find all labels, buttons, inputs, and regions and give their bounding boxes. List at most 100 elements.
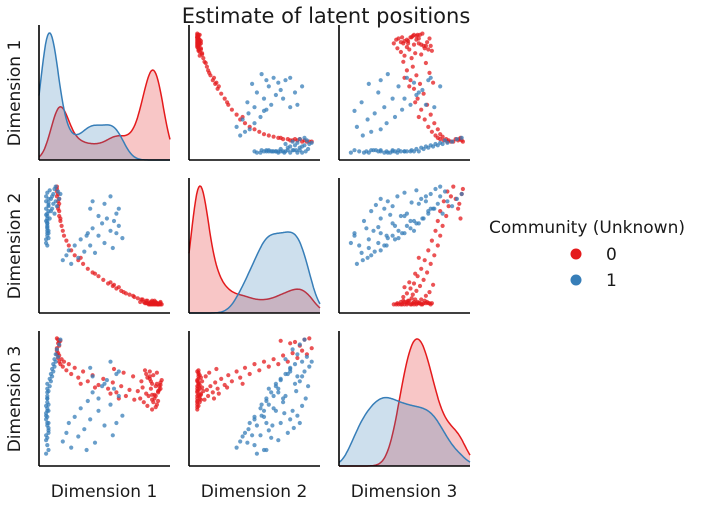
scatter-point-series-1 [365,117,370,122]
scatter-point-series-1 [259,148,264,153]
scatter-point-series-1 [78,406,83,411]
scatter-point-series-1 [373,148,378,153]
scatter-point-series-1 [45,396,50,401]
scatter-point-series-0 [201,389,206,394]
kde-line-series-1 [338,396,471,464]
scatter-point-series-1 [306,384,311,389]
scatter-point-series-1 [120,236,125,241]
scatter-point-series-1 [120,413,125,418]
scatter-point-series-0 [410,64,415,69]
scatter-point-series-1 [295,102,300,107]
scatter-point-series-1 [290,408,295,413]
scatter-point-series-1 [352,233,357,238]
scatter-point-series-0 [196,41,201,46]
scatter-point-series-0 [78,381,83,386]
scatter-point-series-1 [398,149,403,154]
scatter-point-series-1 [295,352,300,357]
scatter-point-series-1 [266,84,271,89]
scatter-point-series-1 [52,211,57,216]
scatter-point-series-0 [416,114,421,120]
scatter-point-series-0 [414,288,419,293]
scatter-point-series-0 [426,47,431,52]
scatter-point-series-0 [154,402,159,407]
scatter-point-series-0 [85,379,90,384]
scatter-point-series-1 [82,249,87,254]
scatter-point-series-1 [46,204,51,209]
scatter-point-series-0 [64,238,69,243]
scatter-point-series-1 [238,439,243,444]
scatter-point-series-0 [261,359,267,364]
scatter-point-series-0 [195,35,200,40]
kde-fill-series-1 [339,397,470,466]
scatter-point-series-1 [432,206,437,211]
kde-line-series-0 [38,69,171,158]
scatter-point-series-1 [50,374,55,379]
scatter-point-series-0 [404,68,409,73]
scatter-point-series-0 [414,301,419,306]
scatter-point-series-1 [426,211,431,216]
scatter-point-series-1 [258,114,263,120]
scatter-point-series-1 [392,114,398,120]
panel-dimension-3-vs-dimension-3 [338,331,471,467]
scatter-point-series-1 [442,189,448,194]
x-axis-label-dimension-3: Dimension 3 [351,482,458,502]
scatter-point-series-0 [428,43,433,49]
scatter-point-series-0 [229,379,234,384]
scatter-point-series-1 [66,248,71,253]
scatter-point-series-0 [307,336,312,341]
scatter-point-series-1 [297,379,302,384]
scatter-point-series-1 [348,240,353,246]
scatter-point-series-0 [195,369,200,374]
scatter-point-series-0 [457,201,462,206]
kde-fill-series-1 [189,232,320,313]
scatter-point-series-1 [47,216,52,221]
scatter-point-series-1 [416,90,421,95]
scatter-point-series-0 [416,41,421,46]
scatter-point-series-1 [45,211,50,216]
scatter-point-series-0 [72,365,77,370]
scatter-point-series-1 [438,140,443,145]
scatter-point-series-0 [428,112,433,117]
scatter-point-series-1 [295,140,300,145]
scatter-point-series-1 [96,213,101,219]
scatter-point-series-1 [72,414,77,419]
scatter-point-series-1 [44,413,49,418]
scatter-point-series-0 [145,375,150,380]
scatter-point-series-0 [408,286,413,291]
scatter-point-series-1 [378,196,383,201]
scatter-point-series-0 [415,96,420,101]
scatter-point-series-1 [114,211,119,216]
scatter-point-series-0 [266,364,271,369]
scatter-point-series-0 [131,293,136,298]
scatter-point-series-1 [108,359,113,364]
scatter-point-series-1 [45,221,50,226]
scatter-point-series-0 [432,121,437,126]
scatter-point-series-1 [88,243,93,248]
scatter-point-series-0 [458,216,463,221]
kde-line-series-0 [188,185,321,309]
legend-label-0: 0 [606,245,617,265]
scatter-point-series-0 [66,243,71,248]
scatter-point-series-1 [110,245,115,251]
scatter-point-series-0 [142,368,148,373]
scatter-point-series-1 [428,191,433,197]
scatter-point-series-1 [96,233,101,238]
scatter-point-series-0 [427,36,432,41]
scatter-point-series-1 [102,423,107,428]
scatter-point-series-0 [409,296,414,301]
scatter-point-series-0 [159,378,164,383]
scatter-point-series-0 [281,353,286,358]
scatter-point-series-0 [116,285,121,290]
scatter-point-series-1 [354,261,359,266]
scatter-point-series-0 [202,397,207,402]
scatter-point-series-0 [150,301,155,306]
scatter-point-series-0 [196,384,201,389]
scatter-point-series-1 [247,420,252,426]
scatter-point-series-0 [139,379,144,384]
scatter-point-series-1 [261,96,267,101]
scatter-point-series-1 [285,430,290,435]
scatter-point-series-1 [90,390,95,395]
scatter-point-series-0 [417,81,423,86]
scatter-point-series-1 [288,144,293,149]
scatter-point-series-1 [294,389,299,394]
